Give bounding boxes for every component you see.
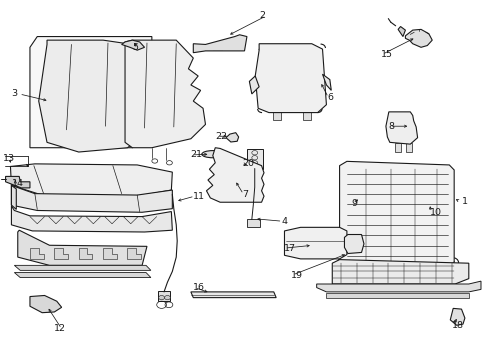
Polygon shape (10, 164, 172, 196)
Text: 22: 22 (215, 132, 227, 141)
Bar (406, 143, 411, 152)
Text: 16: 16 (193, 283, 205, 292)
Bar (303, 112, 310, 120)
Text: 21: 21 (189, 150, 202, 159)
Text: 17: 17 (283, 244, 295, 253)
Polygon shape (361, 201, 415, 203)
Polygon shape (193, 35, 246, 53)
Bar (351, 187, 362, 209)
Bar (166, 91, 172, 94)
Polygon shape (14, 273, 151, 278)
Text: 2: 2 (259, 10, 264, 19)
Polygon shape (255, 44, 326, 113)
Text: 18: 18 (451, 321, 463, 330)
Polygon shape (30, 37, 152, 148)
Bar (246, 149, 262, 168)
Bar (166, 99, 171, 101)
Bar (247, 219, 259, 226)
Polygon shape (39, 40, 144, 152)
Bar (224, 190, 238, 198)
Polygon shape (54, 248, 68, 259)
Polygon shape (449, 309, 464, 325)
Polygon shape (127, 248, 141, 259)
Text: 4: 4 (281, 217, 286, 226)
Polygon shape (405, 30, 431, 47)
Bar (348, 184, 365, 188)
Polygon shape (11, 206, 172, 232)
Ellipse shape (158, 296, 164, 300)
Polygon shape (385, 112, 417, 144)
Polygon shape (125, 40, 205, 148)
Polygon shape (331, 260, 468, 284)
Polygon shape (11, 185, 16, 210)
Bar (294, 242, 301, 249)
Ellipse shape (202, 150, 224, 158)
Polygon shape (344, 234, 363, 253)
Polygon shape (249, 76, 259, 94)
Text: 13: 13 (3, 154, 15, 163)
Ellipse shape (444, 257, 458, 267)
Bar (200, 47, 209, 50)
Bar (394, 143, 400, 152)
Text: 3: 3 (11, 89, 18, 98)
Text: 19: 19 (290, 270, 302, 279)
Polygon shape (206, 148, 264, 202)
Bar (158, 291, 170, 301)
Text: 10: 10 (429, 208, 441, 217)
Polygon shape (322, 74, 330, 90)
Text: 20: 20 (242, 159, 254, 168)
Bar (313, 242, 320, 249)
Text: 6: 6 (327, 93, 333, 102)
Bar (415, 191, 426, 212)
Ellipse shape (337, 257, 350, 267)
Polygon shape (30, 248, 43, 259)
Ellipse shape (341, 260, 346, 265)
Polygon shape (339, 161, 453, 267)
Bar (160, 113, 171, 119)
Ellipse shape (164, 296, 170, 300)
Ellipse shape (409, 261, 419, 268)
Text: 11: 11 (193, 192, 205, 201)
Bar (161, 98, 171, 105)
Polygon shape (326, 293, 468, 298)
Ellipse shape (404, 256, 425, 272)
Polygon shape (225, 133, 238, 142)
Text: 1: 1 (461, 197, 467, 206)
Bar (272, 112, 280, 120)
Text: 14: 14 (11, 179, 23, 188)
Polygon shape (316, 281, 480, 292)
Polygon shape (190, 292, 276, 298)
Polygon shape (359, 191, 361, 205)
Ellipse shape (448, 260, 454, 265)
Polygon shape (122, 40, 144, 50)
Text: 9: 9 (351, 199, 357, 208)
Text: 5: 5 (132, 43, 138, 52)
Polygon shape (284, 227, 346, 259)
Text: 12: 12 (54, 324, 66, 333)
Polygon shape (79, 248, 92, 259)
Text: 8: 8 (387, 122, 393, 131)
Polygon shape (18, 230, 147, 265)
Polygon shape (397, 27, 405, 37)
Polygon shape (11, 185, 172, 212)
Polygon shape (5, 176, 30, 188)
Polygon shape (103, 248, 117, 259)
Polygon shape (14, 265, 151, 270)
Text: 7: 7 (242, 190, 247, 199)
Text: 15: 15 (380, 50, 392, 59)
Bar (222, 167, 242, 182)
Bar (412, 188, 429, 192)
Ellipse shape (72, 85, 77, 89)
Bar (304, 242, 310, 249)
Ellipse shape (72, 63, 78, 67)
Polygon shape (30, 296, 61, 313)
Bar (212, 47, 221, 50)
